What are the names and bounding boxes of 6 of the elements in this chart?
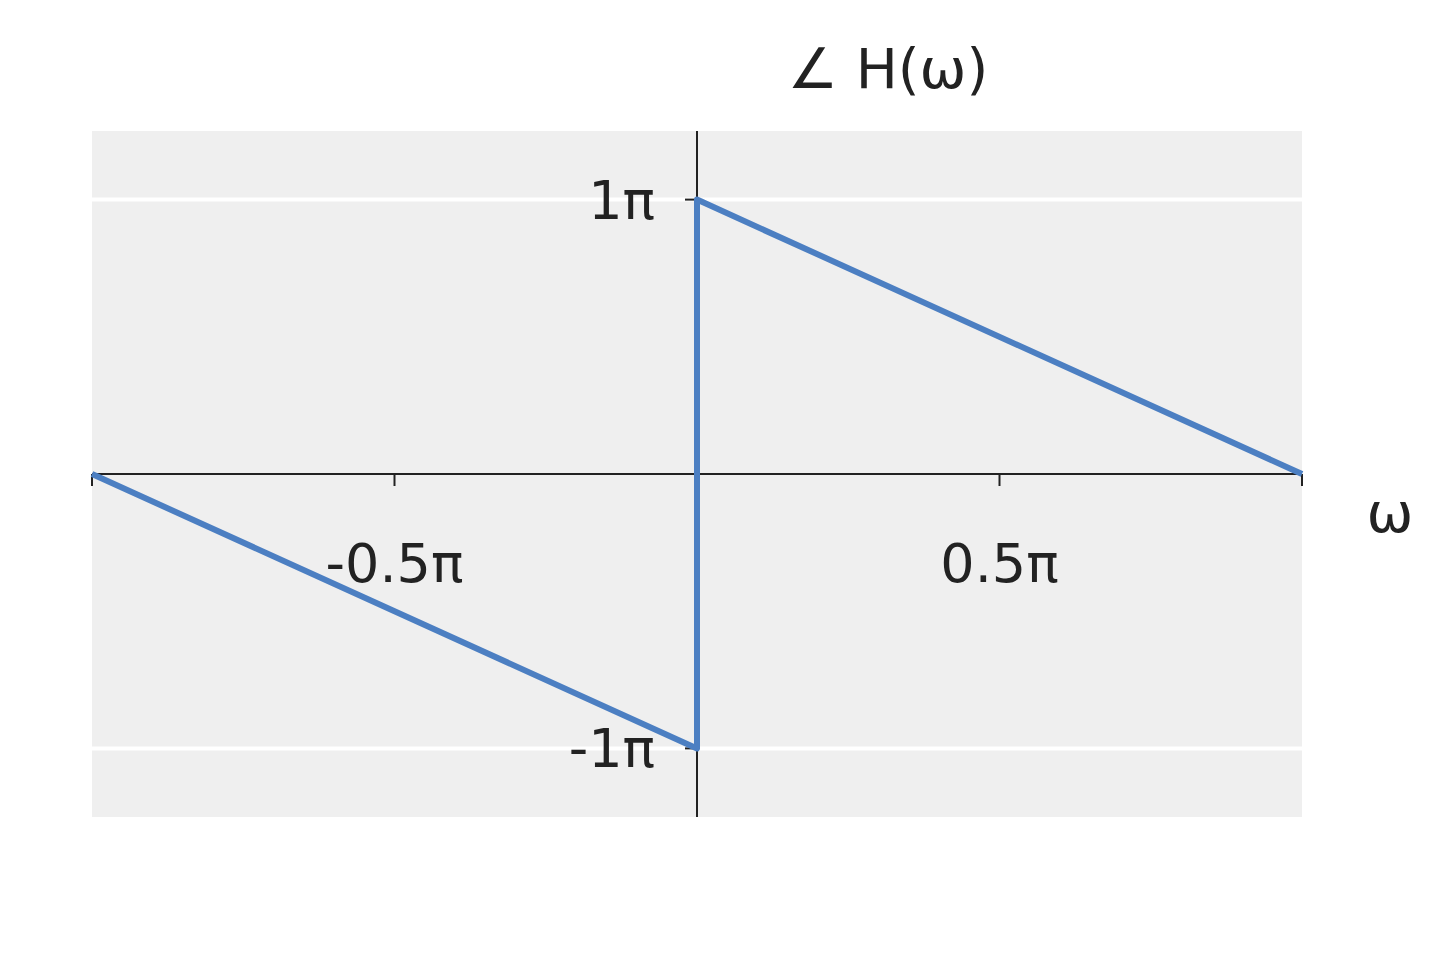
x-tick-label: -0.5π bbox=[325, 532, 464, 595]
y-tick-label: -1π bbox=[568, 717, 655, 781]
x-axis-title: ω bbox=[1366, 480, 1414, 545]
y-tick-label: 1π bbox=[588, 168, 655, 232]
chart-title: ∠ H(ω) bbox=[787, 36, 989, 101]
x-tick-label: 0.5π bbox=[940, 532, 1059, 595]
